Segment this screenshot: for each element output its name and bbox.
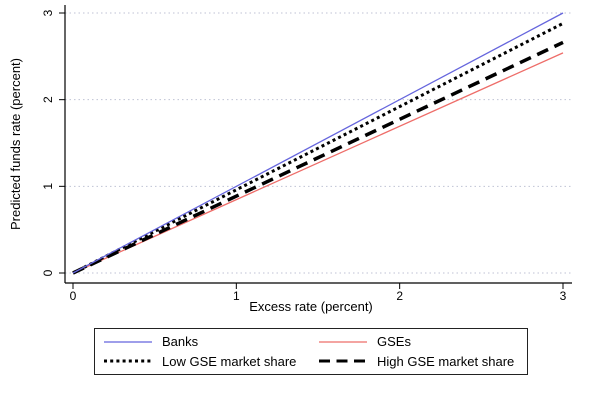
legend-item-low-gse-market-share: Low GSE market share [104,354,319,369]
gridlines [65,12,572,274]
legend-label-gses: GSEs [377,334,411,350]
x-tick-label: 2 [396,289,403,303]
legend-item-banks: Banks [104,334,319,349]
y-tick-label: 3 [41,9,55,16]
series-line-2 [72,22,564,275]
series-line-0 [72,12,564,274]
legend-item-gses: GSEs [319,334,527,349]
series-line-3 [72,40,564,275]
legend: Banks GSEs Low GSE market share High GSE… [94,328,528,375]
y-axis-ticks: 0 1 2 3 [41,9,65,276]
x-axis-ticks: 0 1 2 3 [70,283,567,303]
legend-label-banks: Banks [162,334,199,350]
banks-line-sample-icon [104,341,152,343]
high-gse-line-sample-icon [319,359,367,363]
legend-item-high-gse-market-share: High GSE market share [319,354,527,369]
series-line-1 [72,52,564,274]
x-tick-label: 3 [560,289,567,303]
gses-line-sample-icon [319,341,367,343]
legend-label-high-gse-market-share: High GSE market share [377,353,515,369]
y-tick-label: 1 [41,183,55,190]
y-tick-label: 2 [41,96,55,103]
series-lines [72,12,564,275]
low-gse-line-sample-icon [104,359,152,363]
y-tick-label: 0 [41,269,55,276]
legend-label-low-gse-market-share: Low GSE market share [162,353,297,369]
x-axis-label: Excess rate (percent) [249,299,373,314]
x-tick-label: 0 [70,289,77,303]
y-axis-label: Predicted funds rate (percent) [8,58,23,230]
x-tick-label: 1 [233,289,240,303]
